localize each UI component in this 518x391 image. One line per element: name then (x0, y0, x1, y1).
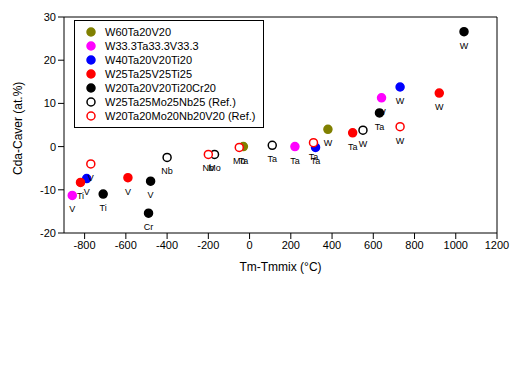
svg-text:Ta: Ta (290, 156, 300, 166)
svg-text:Nb: Nb (203, 163, 215, 173)
html-text:W25Ta25V25Ti25: W25Ta25V25Ti25 (105, 68, 192, 80)
svg-text:Ta: Ta (309, 152, 319, 162)
svg-text:Ta: Ta (267, 154, 277, 164)
svg-text:1000: 1000 (444, 239, 468, 251)
svg-text:V: V (88, 173, 94, 183)
svg-text:0: 0 (50, 141, 56, 153)
svg-text:-10: -10 (40, 184, 56, 196)
html-text:W20Ta20V20Ti20Cr20: W20Ta20V20Ti20Cr20 (105, 82, 216, 94)
svg-text:-200: -200 (197, 239, 219, 251)
svg-text:W: W (460, 41, 469, 51)
svg-text:V: V (148, 190, 154, 200)
svg-text:30: 30 (44, 11, 56, 23)
svg-text:10: 10 (44, 97, 56, 109)
svg-text:W: W (359, 139, 368, 149)
svg-text:W: W (377, 107, 386, 117)
svg-text:200: 200 (282, 239, 300, 251)
svg-text:-800: -800 (74, 239, 96, 251)
svg-text:20: 20 (44, 54, 56, 66)
svg-text:V: V (84, 187, 90, 197)
svg-text:-20: -20 (40, 227, 56, 239)
svg-text:1200: 1200 (485, 239, 509, 251)
svg-text:Ta: Ta (375, 122, 385, 132)
svg-text:Tm-Tmmix (°C): Tm-Tmmix (°C) (239, 260, 321, 274)
svg-text:Ti: Ti (100, 203, 107, 213)
svg-text:Cr: Cr (144, 222, 154, 232)
svg-text:Ta: Ta (348, 142, 358, 152)
svg-text:Mo: Mo (233, 156, 246, 166)
svg-text:Ti: Ti (77, 191, 84, 201)
svg-text:400: 400 (323, 239, 341, 251)
svg-text:V: V (69, 204, 75, 214)
svg-text:Nb: Nb (161, 166, 173, 176)
svg-text:W: W (396, 96, 405, 106)
svg-text:600: 600 (364, 239, 382, 251)
svg-text:800: 800 (405, 239, 423, 251)
html-text:W20Ta20Mo20Nb20V20 (Ref.): W20Ta20Mo20Nb20V20 (Ref.) (105, 110, 256, 122)
svg-text:Cda-Caver (at.%): Cda-Caver (at.%) (11, 82, 25, 175)
svg-text:Mo: Mo (208, 163, 221, 174)
svg-text:W: W (435, 102, 444, 112)
html-text:W25Ta25Mo25Nb25 (Ref.): W25Ta25Mo25Nb25 (Ref.) (105, 96, 236, 108)
svg-text:-600: -600 (115, 239, 137, 251)
html-text:W60Ta20V20: W60Ta20V20 (105, 26, 171, 38)
svg-text:W: W (324, 138, 333, 148)
html-text:W40Ta20V20Ti20: W40Ta20V20Ti20 (105, 54, 192, 66)
svg-text:W: W (396, 136, 405, 146)
svg-text:0: 0 (247, 239, 253, 251)
svg-text:V: V (125, 187, 131, 197)
html-text:W33.3Ta33.3V33.3: W33.3Ta33.3V33.3 (105, 40, 199, 52)
svg-text:-400: -400 (156, 239, 178, 251)
